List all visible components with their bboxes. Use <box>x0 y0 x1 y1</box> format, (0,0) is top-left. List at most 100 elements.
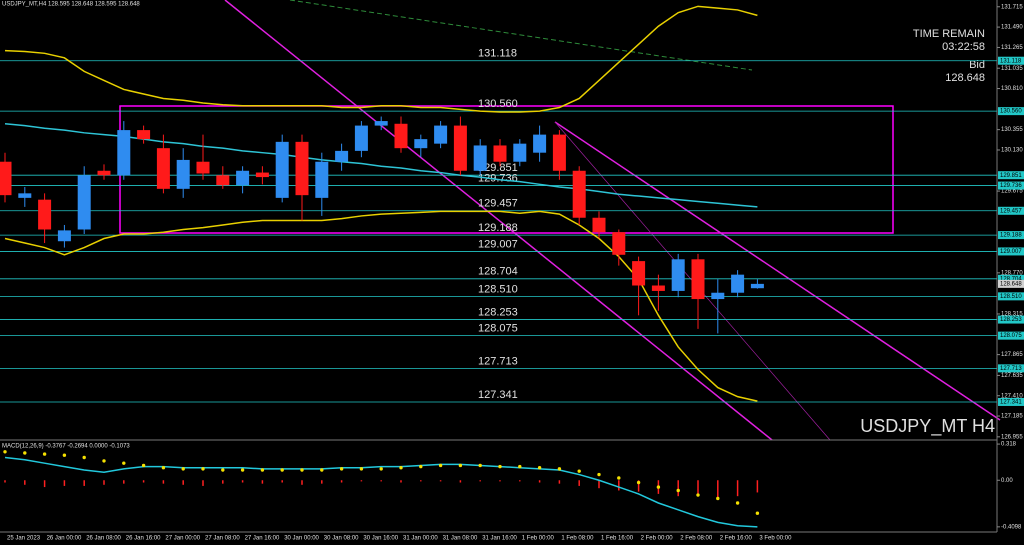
level-tag-label: 129.736 <box>1000 183 1022 189</box>
candle-body <box>137 130 151 140</box>
candle-body <box>473 145 487 171</box>
level-tag <box>998 331 1024 340</box>
indicator-line <box>4 123 758 208</box>
level-tag-label: 131.118 <box>1000 58 1022 64</box>
candle-body <box>612 232 626 255</box>
candle-body <box>632 261 646 286</box>
candle-body <box>533 134 547 153</box>
candle-body <box>394 123 408 149</box>
signal-dot <box>201 467 205 471</box>
level-tag <box>998 181 1024 190</box>
x-tick-label: 3 Feb 00:00 <box>759 536 792 542</box>
y-tick-label: 0.318 <box>1001 442 1017 448</box>
x-tick-label: 27 Jan 00:00 <box>165 536 200 542</box>
signal-dot <box>498 464 502 469</box>
y-tick-label: 127.635 <box>1001 373 1023 379</box>
candle-body <box>552 134 566 171</box>
time-remain: 03:22:58 <box>942 41 985 53</box>
candle-body <box>434 125 448 144</box>
signal-dot <box>537 466 542 470</box>
y-tick-label: 130.130 <box>1001 148 1023 154</box>
level-tag-label: 129.457 <box>1000 208 1022 214</box>
candle-body <box>0 161 12 196</box>
x-tick-label: 1 Feb 16:00 <box>601 536 634 542</box>
signal-dot <box>141 463 146 468</box>
signal-dot <box>379 467 383 471</box>
x-tick-label: 25 Jan 2023 <box>7 536 41 542</box>
level-label: 129.851 <box>478 162 518 174</box>
signal-dot <box>23 451 27 455</box>
signal-dot <box>716 496 720 501</box>
level-tag-label: 128.510 <box>1000 294 1022 300</box>
signal-dot <box>735 501 740 505</box>
signal-dot <box>458 463 463 468</box>
candle-body <box>335 150 349 162</box>
signal-dot <box>181 467 185 471</box>
candle-body <box>691 259 705 300</box>
candle-body <box>216 175 230 186</box>
signal-dot <box>676 488 680 493</box>
signal-dot <box>300 468 304 472</box>
y-tick-label: 131.265 <box>1001 45 1023 51</box>
x-tick-label: 1 Feb 08:00 <box>561 536 594 542</box>
y-tick-label: 127.410 <box>1001 393 1023 399</box>
signal-dot <box>597 472 601 477</box>
signal-dot <box>240 468 245 472</box>
level-label: 128.253 <box>478 306 518 318</box>
signal-dot <box>438 463 443 468</box>
candle-body <box>18 193 32 198</box>
macd-title: MACD(12,26,9) -0.3767 -0.2694 0.0000 -0.… <box>2 444 130 450</box>
y-tick-label: 127.185 <box>1001 414 1023 420</box>
level-tag <box>998 397 1024 406</box>
signal-dot <box>636 480 641 485</box>
level-tag <box>998 56 1024 65</box>
ma-line <box>289 0 753 71</box>
candle-body <box>196 161 210 174</box>
x-tick-label: 30 Jan 00:00 <box>284 536 319 542</box>
level-tag-label: 128.075 <box>1000 333 1022 339</box>
x-tick-label: 31 Jan 08:00 <box>443 536 478 542</box>
level-label: 130.560 <box>478 98 518 110</box>
x-tick-label: 30 Jan 08:00 <box>324 536 359 542</box>
signal-dot <box>161 466 166 470</box>
x-tick-label: 1 Feb 00:00 <box>522 536 555 542</box>
candle-body <box>57 230 71 242</box>
level-tag <box>998 274 1024 283</box>
y-tick-label: 127.865 <box>1001 352 1023 358</box>
signal-dot <box>280 468 284 472</box>
candle-body <box>156 148 170 189</box>
x-tick-label: 31 Jan 16:00 <box>482 536 517 542</box>
indicator-line <box>4 210 758 402</box>
x-tick-label: 27 Jan 16:00 <box>245 536 280 542</box>
level-tag <box>998 364 1024 373</box>
level-tag-label: 129.188 <box>1000 233 1022 239</box>
candle-body <box>77 175 91 230</box>
candle-body <box>236 170 250 186</box>
header: USDJPY_MT,H4 128.595 128.648 128.595 128… <box>2 2 140 8</box>
signal-dot <box>696 493 700 497</box>
bid-tag-label: 128.648 <box>1000 281 1022 287</box>
signal-dot <box>656 485 661 489</box>
level-label: 127.713 <box>478 355 518 367</box>
channel-line <box>224 0 773 441</box>
y-tick-label: 130.810 <box>1001 86 1023 92</box>
x-tick-label: 26 Jan 00:00 <box>47 536 82 542</box>
signal-dot <box>419 464 423 469</box>
y-tick-label: 131.715 <box>1001 4 1023 10</box>
signal-dot <box>617 476 621 480</box>
candle-body <box>315 161 329 198</box>
y-tick-label: 0.00 <box>1001 478 1013 484</box>
level-tag-label: 127.713 <box>1000 366 1022 372</box>
level-tag <box>998 206 1024 215</box>
candle-body <box>592 217 606 233</box>
x-tick-label: 2 Feb 16:00 <box>720 536 753 542</box>
x-tick-label: 26 Jan 08:00 <box>86 536 121 542</box>
level-label: 131.118 <box>478 48 517 60</box>
level-tag <box>998 107 1024 116</box>
signal-dot <box>82 455 86 460</box>
channel-line <box>554 121 1001 421</box>
y-tick-label: 129.675 <box>1001 189 1023 195</box>
signal-dot <box>221 468 225 472</box>
